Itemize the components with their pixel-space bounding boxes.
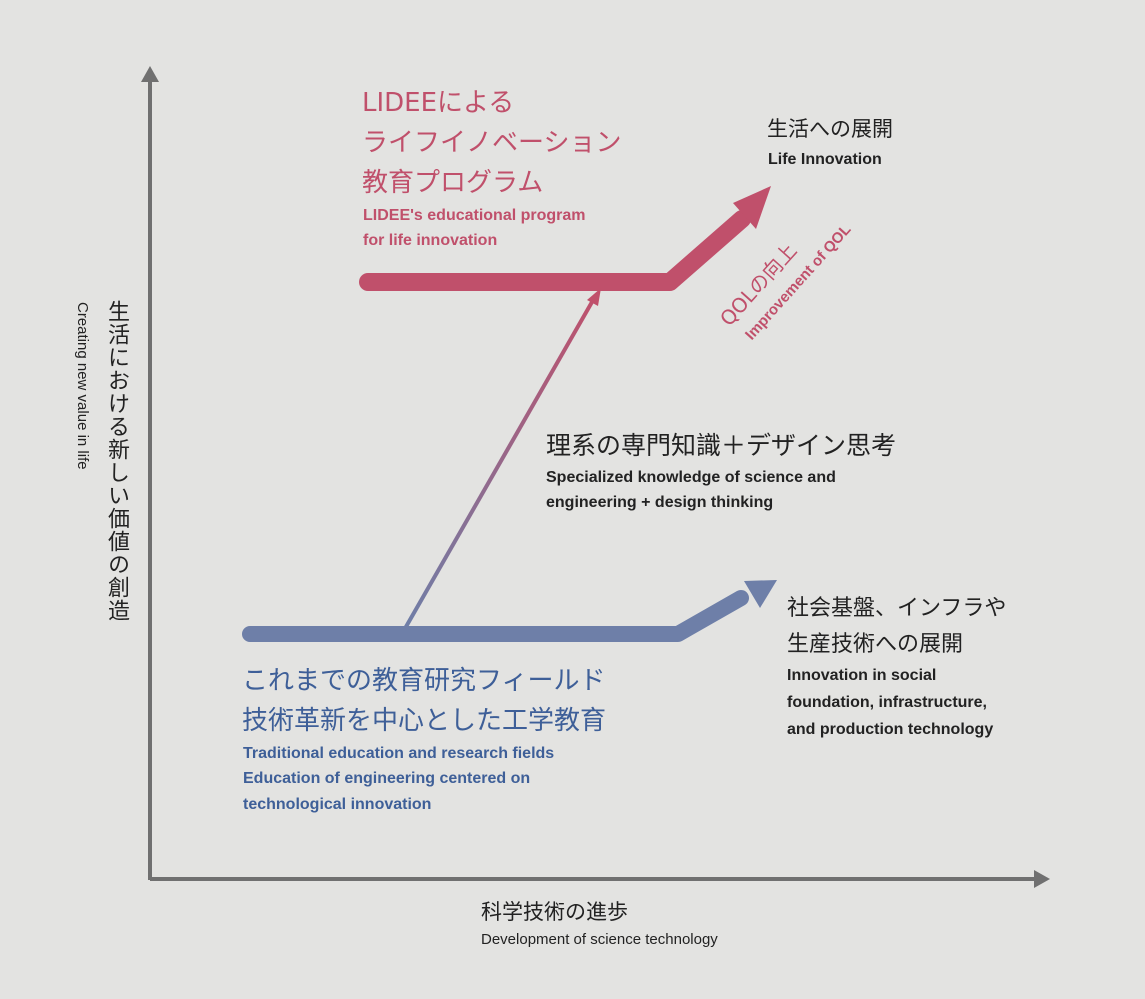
x-axis-label-jp: 科学技術の進歩 [481,900,628,924]
lidee-path [359,210,751,291]
x-axis-label-en: Development of science technology [481,931,718,948]
lidee-en-line1: LIDEE's educational program [363,207,586,224]
connecting-arrowhead [587,288,601,306]
social-label-en-line3: and production technology [787,721,994,738]
x-axis-arrowhead [1034,870,1050,888]
y-axis-arrowhead [141,66,159,82]
y-axis-label-en: Creating new value in life [74,302,91,470]
traditional-label-en-line3: technological innovation [243,796,432,813]
specialized-label-en-line2: engineering + design thinking [546,494,774,511]
traditional-arrowhead [744,580,777,608]
social-label-en-line1: Innovation in social [787,667,937,684]
social-label-jp-line1: 社会基盤、インフラや [787,596,1007,621]
y-axis-label-jp: 生活における新しい価値の創造 [104,300,129,622]
traditional-label-en-line2: Education of engineering centered on [243,770,531,787]
specialized-label-en-line1: Specialized knowledge of science and [546,469,836,486]
lidee-title-line1: LIDEEによる [362,88,515,118]
traditional-label-jp-line2: 技術革新を中心とした工学教育 [242,706,607,736]
traditional-label-en-line1: Traditional education and research field… [243,745,555,762]
lidee-arrowhead [733,186,771,229]
specialized-label-jp: 理系の専門知識＋デザイン思考 [546,431,897,460]
life-label-jp: 生活への展開 [767,117,893,141]
lidee-title-line3: 教育プログラム [362,168,544,198]
social-label-jp-line2: 生産技術への展開 [787,632,964,657]
life-label-en: Life Innovation [768,151,882,168]
lidee-en-line2: for life innovation [363,232,498,249]
social-label-en-line2: foundation, infrastructure, [787,694,987,711]
traditional-path [242,590,749,642]
lidee-title-line2: ライフイノベーション [362,128,622,158]
connecting-line [401,301,594,633]
traditional-label-jp-line1: これまでの教育研究フィールド [242,666,606,696]
